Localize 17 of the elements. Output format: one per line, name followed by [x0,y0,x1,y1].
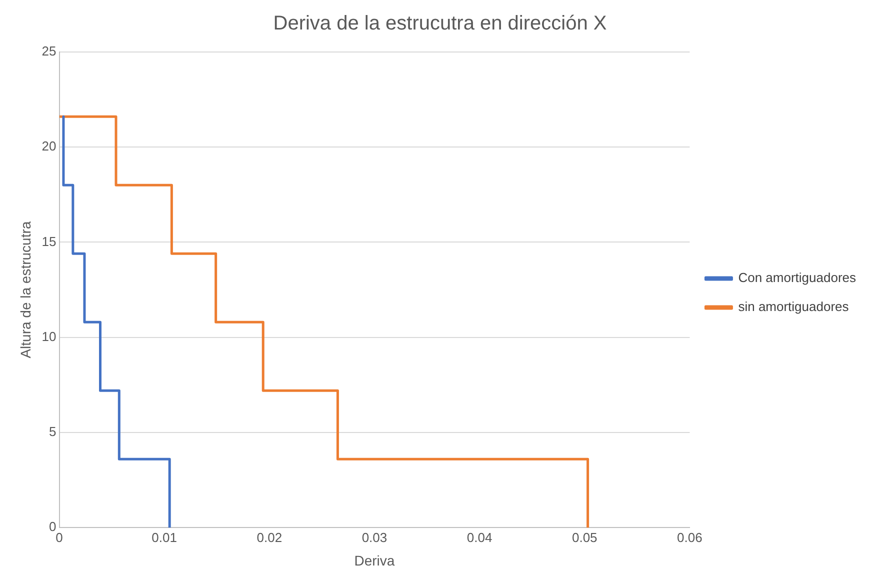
x-tick-label: 0.05 [572,530,598,545]
x-tick-label: 0.01 [152,530,177,545]
chart-title: Deriva de la estrucutra en dirección X [273,12,607,35]
x-tick-label: 0.02 [256,530,282,545]
x-tick-label: 0.03 [362,530,388,545]
y-tick-label: 0 [49,519,56,534]
y-tick-label: 10 [42,328,56,344]
y-tick-label: 25 [42,44,56,59]
y-axis-title: Altura de la estrucutra [17,221,34,358]
x-tick-label: 0.06 [677,530,702,545]
x-axis-title: Deriva [354,552,395,568]
x-tick-label: 0.04 [466,530,492,545]
y-tick-label: 5 [49,424,56,440]
y-tick-label: 15 [42,234,56,249]
legend-label: Con amortiguadores [738,270,856,286]
legend-label: sin amortiguadores [738,299,850,314]
y-tick-label: 20 [42,138,56,154]
